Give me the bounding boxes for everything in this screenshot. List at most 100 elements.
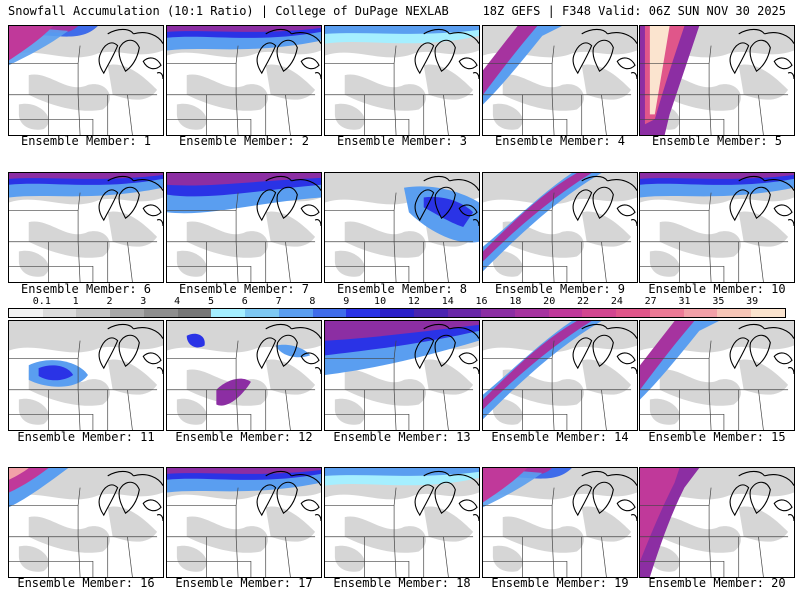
colorbar-swatch <box>211 309 246 317</box>
ensemble-member-label: Ensemble Member: 4 <box>494 134 626 148</box>
colorbar-swatch <box>616 309 650 317</box>
colorbar-labels: 0.1 1 2 3 4 5 6 7 8 9 10 12 14 16 18 20 22 24 27 31 35 39 <box>8 296 786 308</box>
colorbar-swatch <box>649 309 684 317</box>
colorbar-swatch <box>110 309 144 317</box>
snowfall-map <box>325 26 479 135</box>
ensemble-member-label: Ensemble Member: 16 <box>17 576 155 590</box>
ensemble-member-label: Ensemble Member: 13 <box>333 430 471 444</box>
ensemble-member-label: Ensemble Member: 1 <box>20 134 152 148</box>
colorbar-swatch <box>717 309 752 317</box>
snowfall-map <box>483 26 637 135</box>
ensemble-member-map <box>639 25 795 136</box>
ensemble-member-label: Ensemble Member: 5 <box>651 134 783 148</box>
ensemble-member-label: Ensemble Member: 12 <box>175 430 313 444</box>
ensemble-member-label: Ensemble Member: 6 <box>20 282 152 296</box>
ensemble-member-map <box>482 25 638 136</box>
snowfall-map <box>9 173 163 282</box>
colorbar-tick-label: 22 <box>577 296 590 307</box>
colorbar-tick-label: 0.1 <box>32 296 51 307</box>
ensemble-member-map <box>8 172 164 283</box>
ensemble-member-map <box>639 467 795 578</box>
snowfall-map <box>167 26 321 135</box>
colorbar-swatch <box>143 309 178 317</box>
colorbar-tick-label: 35 <box>712 296 725 307</box>
colorbar-swatch <box>76 309 111 317</box>
colorbar-tick-label: 9 <box>343 296 350 307</box>
snowfall-map <box>9 468 163 577</box>
ensemble-member-label: Ensemble Member: 14 <box>491 430 629 444</box>
colorbar-tick-label: 5 <box>207 296 214 307</box>
ensemble-member-map <box>166 467 322 578</box>
colorbar-tick-label: 8 <box>309 296 316 307</box>
snowfall-map <box>9 321 163 430</box>
colorbar-swatch <box>413 309 448 317</box>
colorbar-tick-label: 3 <box>140 296 147 307</box>
snowfall-map <box>167 173 321 282</box>
colorbar-swatch <box>312 309 347 317</box>
snowfall-map <box>483 321 637 430</box>
colorbar-tick-label: 24 <box>610 296 623 307</box>
ensemble-member-label: Ensemble Member: 2 <box>178 134 310 148</box>
snowfall-map <box>483 173 637 282</box>
colorbar-tick-label: 2 <box>106 296 113 307</box>
ensemble-member-label: Ensemble Member: 15 <box>648 430 786 444</box>
snowfall-map <box>167 321 321 430</box>
ensemble-member-map <box>166 25 322 136</box>
colorbar-swatch <box>42 309 77 317</box>
colorbar-tick-label: 12 <box>407 296 420 307</box>
ensemble-member-label: Ensemble Member: 19 <box>491 576 629 590</box>
colorbar-tick-label: 1 <box>72 296 79 307</box>
snowfall-map <box>483 468 637 577</box>
colorbar-tick-label: 6 <box>241 296 248 307</box>
ensemble-member-label: Ensemble Member: 7 <box>178 282 310 296</box>
colorbar-swatch <box>683 309 718 317</box>
snowfall-colorbar <box>8 308 786 318</box>
snowfall-map <box>640 468 794 577</box>
ensemble-member-map <box>8 25 164 136</box>
ensemble-member-map <box>482 467 638 578</box>
ensemble-member-label: Ensemble Member: 10 <box>648 282 786 296</box>
ensemble-member-label: Ensemble Member: 17 <box>175 576 313 590</box>
colorbar-tick-label: 18 <box>509 296 522 307</box>
snowfall-map <box>325 173 479 282</box>
ensemble-member-label: Ensemble Member: 9 <box>494 282 626 296</box>
colorbar-swatch <box>245 309 279 317</box>
ensemble-member-map <box>482 172 638 283</box>
colorbar-tick-label: 27 <box>644 296 657 307</box>
colorbar-tick-label: 7 <box>275 296 282 307</box>
ensemble-member-label: Ensemble Member: 8 <box>336 282 468 296</box>
colorbar-swatch <box>346 309 381 317</box>
snowfall-map <box>9 26 163 135</box>
colorbar-swatch <box>481 309 516 317</box>
ensemble-member-map <box>324 25 480 136</box>
snowfall-map <box>640 173 794 282</box>
ensemble-member-label: Ensemble Member: 18 <box>333 576 471 590</box>
colorbar-tick-label: 14 <box>441 296 454 307</box>
colorbar-tick-label: 4 <box>174 296 181 307</box>
colorbar-swatch <box>751 309 785 317</box>
snowfall-map <box>325 468 479 577</box>
colorbar-swatch <box>177 309 212 317</box>
ensemble-member-map <box>324 172 480 283</box>
colorbar-swatch <box>447 309 482 317</box>
snowfall-map <box>167 468 321 577</box>
colorbar-swatch <box>9 309 43 317</box>
ensemble-member-label: Ensemble Member: 3 <box>336 134 468 148</box>
model-run-info: 18Z GEFS | F348 Valid: 06Z SUN NOV 30 20… <box>482 4 786 18</box>
colorbar-tick-label: 20 <box>543 296 556 307</box>
colorbar-swatch <box>380 309 414 317</box>
snowfall-map <box>325 321 479 430</box>
colorbar-tick-label: 39 <box>746 296 759 307</box>
snowfall-map <box>640 321 794 430</box>
ensemble-member-map <box>166 172 322 283</box>
ensemble-member-map <box>324 320 480 431</box>
colorbar-tick-label: 10 <box>374 296 387 307</box>
snowfall-map <box>640 26 794 135</box>
ensemble-member-map <box>166 320 322 431</box>
ensemble-member-map <box>639 320 795 431</box>
colorbar-swatch <box>582 309 617 317</box>
colorbar-tick-label: 31 <box>678 296 691 307</box>
ensemble-member-map <box>8 467 164 578</box>
ensemble-member-map <box>324 467 480 578</box>
ensemble-member-map <box>8 320 164 431</box>
